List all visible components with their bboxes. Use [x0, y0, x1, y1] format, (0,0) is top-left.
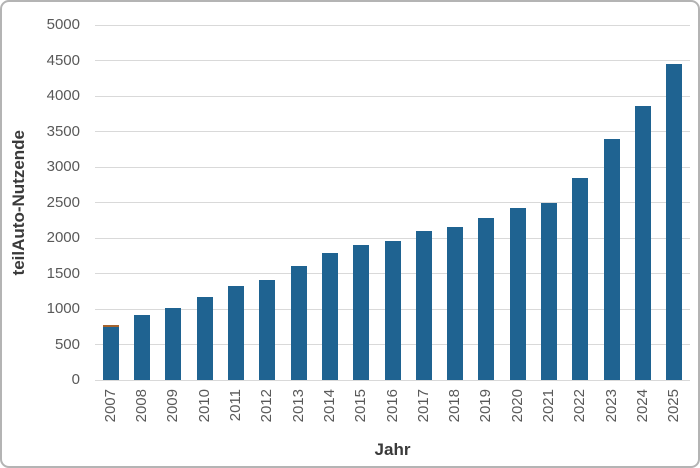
y-axis-title-box: teilAuto-Nutzende: [6, 25, 32, 380]
bar-2024: [635, 105, 652, 380]
gridline: [95, 95, 690, 97]
x-tick-label: 2012: [258, 389, 276, 423]
bar-2021: [541, 203, 558, 380]
x-tick-label: 2009: [164, 389, 182, 423]
y-tick-label: 2000: [46, 229, 80, 246]
bar-2014: [321, 252, 338, 380]
bar-2018: [447, 226, 464, 380]
y-tick-label: 4500: [46, 51, 80, 69]
bar-2022: [572, 177, 589, 380]
gridline: [95, 166, 690, 168]
y-tick-label: 5000: [46, 16, 80, 33]
bar-2017: [415, 230, 432, 380]
bar-2007-orange-stripe: [102, 324, 119, 327]
x-tick-label: 2024: [634, 389, 652, 423]
x-tick-label: 2010: [195, 389, 213, 423]
x-tick-label: 2017: [414, 389, 432, 423]
bar-2012: [259, 279, 276, 380]
x-tick-label: 2016: [383, 389, 401, 423]
y-tick-label: 0: [71, 371, 80, 388]
x-tick-label: 2025: [665, 389, 683, 423]
y-tick-label: 2500: [46, 193, 80, 211]
x-axis-title: Jahr: [374, 440, 411, 459]
x-tick-label: 2023: [602, 389, 620, 423]
gridline: [95, 131, 690, 132]
y-axis-title: teilAuto-Nutzende: [9, 129, 28, 276]
x-tick-label: 2021: [540, 389, 558, 423]
x-tick-label: 2011: [226, 389, 244, 422]
bar-2019: [478, 217, 495, 380]
gridline: [95, 202, 690, 203]
gridline: [95, 24, 690, 26]
x-tick-label: 2018: [446, 389, 464, 423]
y-tick-label: 500: [54, 335, 80, 353]
x-tick-label: 2015: [352, 389, 370, 423]
x-tick-label: 2013: [289, 389, 307, 423]
bar-2020: [509, 207, 526, 380]
y-tick-label: 4000: [46, 87, 80, 104]
x-tick-label: 2020: [508, 389, 526, 423]
gridline: [95, 237, 690, 239]
x-tick-label: 2019: [477, 389, 495, 423]
bar-2025: [666, 63, 683, 380]
x-tick-label: 2008: [132, 389, 150, 423]
bar-2009: [165, 307, 182, 380]
y-tick-label: 1000: [46, 300, 80, 317]
bar-2007: [102, 324, 119, 380]
y-tick-label: 1500: [46, 264, 80, 282]
x-tick-label: 2022: [571, 389, 589, 423]
x-tick-label: 2007: [101, 389, 119, 423]
bar-2010: [196, 297, 213, 380]
gridline: [95, 379, 690, 381]
bar-2008: [133, 315, 150, 380]
bar-2015: [353, 245, 370, 380]
gridline: [95, 60, 690, 61]
y-tick-label: 3000: [46, 158, 80, 175]
bar-2023: [603, 139, 620, 380]
bar-2016: [384, 240, 401, 380]
y-tick-label: 3500: [46, 122, 80, 140]
bar-2011: [227, 286, 244, 380]
bar-2013: [290, 266, 307, 380]
x-tick-label: 2014: [320, 389, 338, 423]
